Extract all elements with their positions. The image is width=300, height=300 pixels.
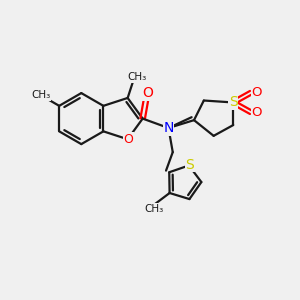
Text: O: O — [124, 133, 134, 146]
Text: CH₃: CH₃ — [32, 90, 51, 100]
Text: CH₃: CH₃ — [127, 72, 146, 82]
Text: S: S — [185, 158, 194, 172]
Text: S: S — [229, 95, 238, 110]
Text: N: N — [163, 121, 174, 135]
Text: O: O — [142, 86, 153, 100]
Text: CH₃: CH₃ — [144, 204, 164, 214]
Text: O: O — [252, 106, 262, 119]
Text: O: O — [252, 86, 262, 99]
